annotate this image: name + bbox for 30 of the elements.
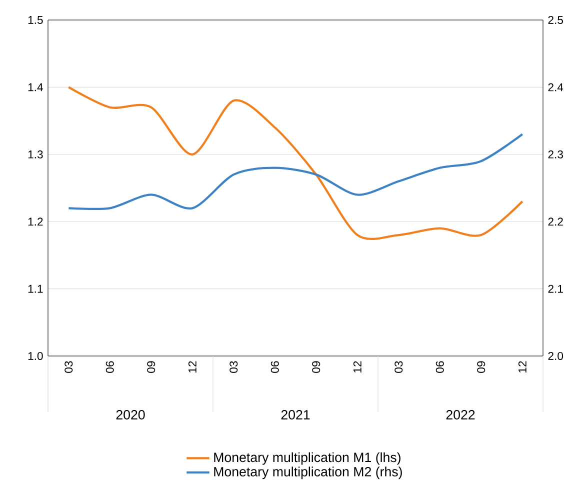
y-tick-label: 1.5: [28, 16, 43, 24]
y2-tick-label: 2.0: [548, 352, 564, 360]
x-tick-label: 06: [270, 361, 279, 374]
text: 2020: [116, 410, 145, 420]
legend-label: Monetary multiplication M1 (lhs): [214, 452, 400, 465]
y2-tick-label: 2.3: [548, 150, 563, 159]
y-tick-label: 1.1: [28, 285, 43, 293]
y2-tick-label: 2.4: [548, 83, 564, 92]
text: 2021: [281, 410, 310, 420]
y-tick-label: 1.3: [28, 150, 43, 159]
x-tick-label: 09: [477, 361, 486, 374]
x-tick-label: 12: [518, 361, 526, 373]
x-tick-label: 12: [353, 361, 362, 373]
x-tick-label: 03: [64, 361, 73, 374]
x-tick-label: 12: [188, 361, 196, 373]
x-tick-label: 06: [436, 361, 444, 374]
line-series: [68, 133, 524, 210]
y2-tick-label: 2.2: [548, 218, 563, 226]
y-tick-label: 1.4: [28, 83, 43, 92]
x-tick-label: 03: [230, 361, 238, 374]
y2-tick-label: 2.1: [548, 285, 563, 293]
x-tick-label: 09: [147, 361, 156, 374]
y-tick-label: 1.0: [28, 352, 43, 360]
x-tick-label: 03: [394, 361, 403, 374]
y-tick-label: 1.2: [28, 218, 43, 226]
x-tick-label: 09: [312, 361, 320, 374]
y2-tick-label: 2.5: [548, 16, 563, 24]
legend-label: Monetary multiplication M2 (rhs): [214, 466, 402, 480]
text: 2022: [446, 410, 475, 420]
x-tick-label: 06: [106, 361, 114, 374]
